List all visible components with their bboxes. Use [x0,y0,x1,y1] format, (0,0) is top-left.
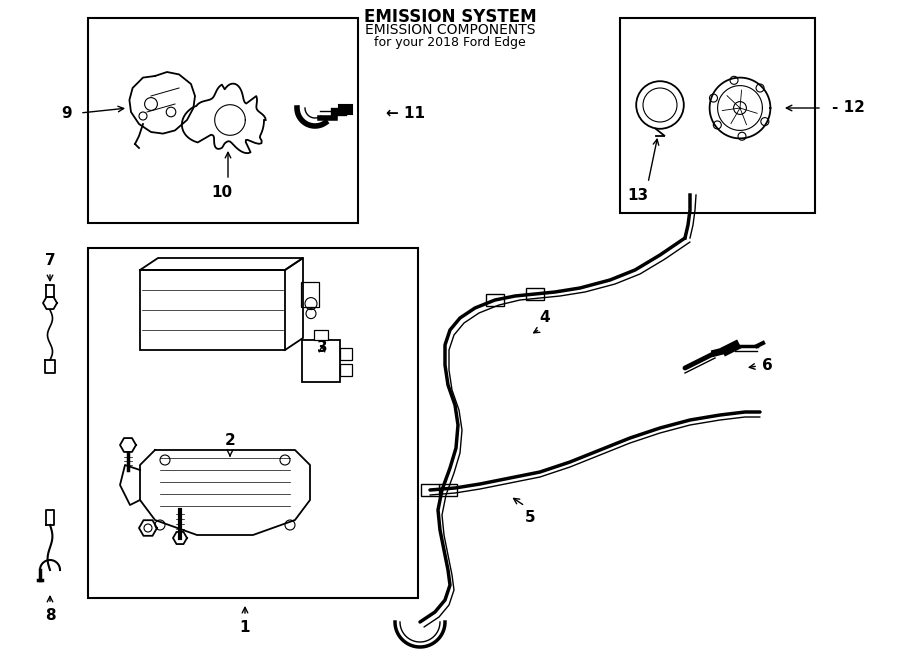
Bar [439,484,457,496]
Text: EMISSION COMPONENTS: EMISSION COMPONENTS [364,23,536,37]
Text: 8: 8 [45,608,55,623]
Text: 10: 10 [212,185,232,200]
Bar [140,270,285,350]
Bar [302,340,340,382]
Bar [340,348,352,360]
Text: EMISSION SYSTEM: EMISSION SYSTEM [364,8,536,26]
Bar [421,484,439,496]
Text: 5: 5 [525,510,535,525]
Bar [88,248,418,598]
Text: 9: 9 [61,105,72,120]
Text: 1: 1 [239,620,250,635]
Text: 2: 2 [225,433,236,448]
Bar [486,294,504,306]
Text: ← 11: ← 11 [386,107,425,122]
Bar [340,364,352,376]
Text: - 12: - 12 [832,101,865,115]
Text: for your 2018 Ford Edge: for your 2018 Ford Edge [374,36,526,49]
Text: 6: 6 [762,357,773,373]
Text: 13: 13 [627,188,649,203]
Text: 3: 3 [317,340,328,355]
Bar [526,288,544,300]
Bar [314,330,328,340]
Text: 4: 4 [540,310,550,325]
Bar [620,18,815,213]
Text: 7: 7 [45,253,55,268]
Bar [88,18,358,223]
Bar [301,282,319,307]
